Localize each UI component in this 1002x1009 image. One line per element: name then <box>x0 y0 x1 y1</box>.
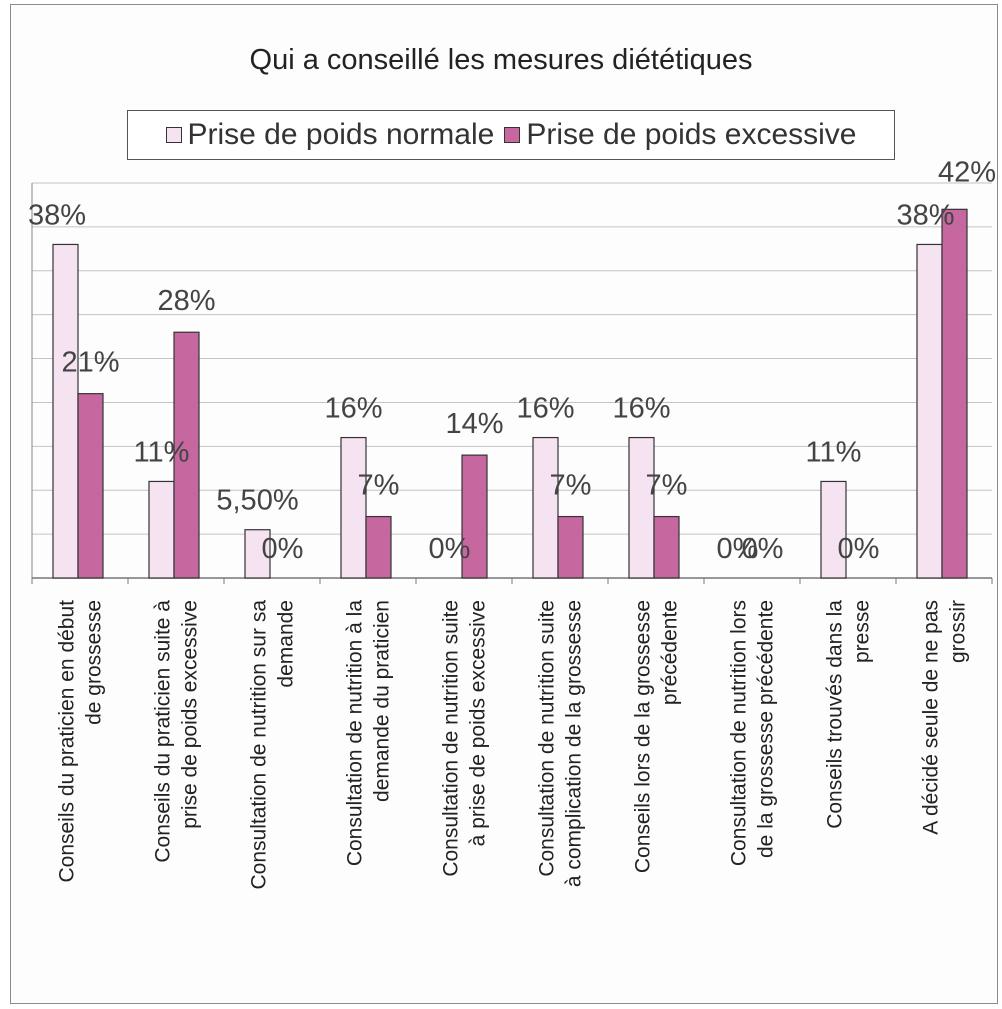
bar-normal <box>148 480 175 579</box>
bar-normal <box>916 243 943 579</box>
category-label: Conseils lors de la grossesse précédente <box>632 600 682 873</box>
bar-excessive <box>173 331 200 579</box>
bar-excessive <box>77 393 104 579</box>
bar-excessive <box>365 515 392 579</box>
legend: Prise de poids normale Prise de poids ex… <box>127 110 895 160</box>
bar-normal <box>244 529 271 579</box>
legend-item-excessive: Prise de poids excessive <box>504 118 857 152</box>
category-label-line: Conseils du praticien en début <box>56 600 79 883</box>
category-label: A décidé seule de ne pas grossir <box>920 600 970 835</box>
category-label-line: Conseils trouvés dans la <box>824 600 847 829</box>
category-label-line: grossir <box>947 600 970 663</box>
legend-swatch-excessive <box>504 127 521 143</box>
category-label-line: Consultation de nutrition suite <box>440 600 463 877</box>
bar-excessive <box>653 515 680 579</box>
category-label-line: Consultation de nutrition suite <box>536 600 559 877</box>
category-label: Consultation de nutrition suite à complic… <box>536 600 586 887</box>
data-label-excessive: 0% <box>742 533 784 565</box>
data-label-excessive: 14% <box>445 408 503 440</box>
category-label-line: Consultation de nutrition lors <box>728 600 751 866</box>
bar-normal <box>820 480 847 579</box>
chart-title: Qui a conseillé les mesures diététiques <box>249 44 753 76</box>
category-label-line: Consultation de nutrition sur sa <box>248 600 271 890</box>
category-label-line: de la grossesse précédente <box>755 600 778 858</box>
bar-excessive <box>557 515 584 579</box>
category-label: Conseils du praticien suite à prise de po… <box>152 600 202 863</box>
legend-item-normal: Prise de poids normale <box>165 118 495 152</box>
data-label-normal: 16% <box>324 393 382 425</box>
data-label-excessive: 0% <box>838 533 880 565</box>
bar-normal <box>340 436 367 579</box>
data-label-normal: 11% <box>806 436 862 468</box>
category-label-line: demande <box>275 600 298 688</box>
bar-excessive <box>461 454 488 579</box>
category-label-line: de grossesse <box>83 600 106 725</box>
data-label-normal: 5,50% <box>216 485 298 517</box>
data-label-normal: 38% <box>896 199 954 231</box>
bar-excessive <box>941 208 968 579</box>
bar-normal <box>52 243 79 579</box>
data-label-excessive: 7% <box>550 470 592 502</box>
data-label-excessive: 42% <box>938 156 996 188</box>
category-label-line: précédente <box>659 600 682 705</box>
category-label-line: Conseils du praticien suite à <box>152 600 175 863</box>
legend-label-excessive: Prise de poids excessive <box>526 118 857 151</box>
category-label: Consultation de nutrition sur sa demande <box>248 600 298 890</box>
data-label-normal: 0% <box>717 533 759 565</box>
bar-normal <box>532 436 559 579</box>
category-label: Conseils trouvés dans la presse <box>824 600 874 829</box>
legend-label-normal: Prise de poids normale <box>187 118 495 151</box>
category-label: Consultation de nutrition suite à prise d… <box>440 600 490 877</box>
category-label-line: A décidé seule de ne pas <box>920 600 943 835</box>
data-label-excessive: 7% <box>646 470 688 502</box>
data-label-excessive: 21% <box>61 347 119 379</box>
data-label-normal: 38% <box>28 199 86 231</box>
bar-normal <box>628 436 655 579</box>
category-label-line: demande du praticien <box>371 600 394 802</box>
category-label-line: à prise de poids excessive <box>467 600 490 846</box>
legend-swatch-normal <box>165 127 182 143</box>
category-label-line: à complication de la grossesse <box>563 600 586 887</box>
category-label: Consultation de nutrition à la demande du… <box>344 600 394 866</box>
category-label: Conseils du praticien en début de grosses… <box>56 600 106 883</box>
data-label-excessive: 0% <box>262 533 304 565</box>
data-label-normal: 16% <box>516 393 574 425</box>
category-label: Consultation de nutrition lors de la gros… <box>728 600 778 866</box>
data-label-normal: 16% <box>612 393 670 425</box>
category-label-line: prise de poids excessive <box>179 600 202 829</box>
data-label-normal: 0% <box>429 533 471 565</box>
data-label-excessive: 7% <box>358 470 400 502</box>
data-label-excessive: 28% <box>157 285 215 317</box>
category-label-line: Consultation de nutrition à la <box>344 600 367 866</box>
category-label-line: Conseils lors de la grossesse <box>632 600 655 873</box>
category-label-line: presse <box>851 600 874 663</box>
data-label-normal: 11% <box>134 436 190 468</box>
